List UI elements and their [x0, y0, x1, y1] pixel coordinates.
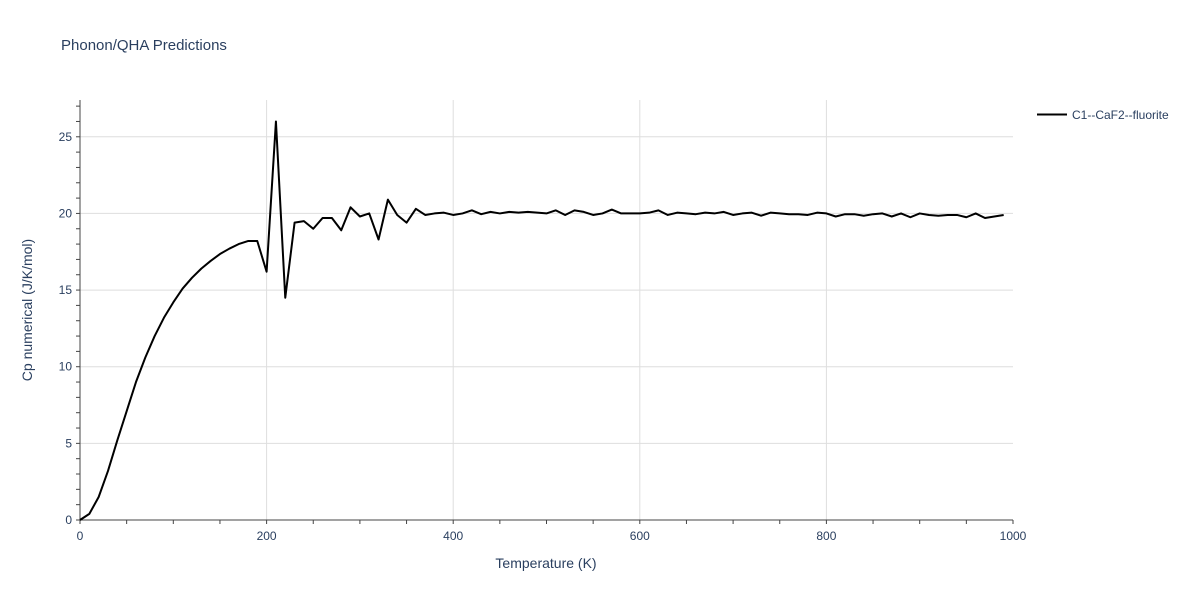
gridlines — [80, 100, 1013, 520]
x-tick-label: 0 — [77, 529, 84, 543]
x-tick-label: 200 — [257, 529, 277, 543]
y-tick-label: 25 — [59, 130, 73, 144]
x-tick-label: 800 — [816, 529, 836, 543]
tick-labels: 0 200 400 600 800 1000 0 5 10 15 20 25 — [59, 130, 1027, 543]
series-line — [79, 120, 1004, 521]
legend-label: C1--CaF2--fluorite — [1072, 108, 1169, 122]
y-tick-label: 20 — [59, 206, 73, 220]
y-tick-label: 15 — [59, 283, 73, 297]
y-tick-label: 0 — [65, 513, 72, 527]
y-axis-title: Cp numerical (J/K/mol) — [19, 239, 35, 381]
x-axis-title: Temperature (K) — [495, 555, 596, 571]
y-tick-label: 5 — [65, 436, 72, 450]
legend[interactable]: C1--CaF2--fluorite — [1037, 108, 1169, 122]
axes — [76, 100, 1014, 524]
y-tick-label: 10 — [59, 360, 73, 374]
chart-title: Phonon/QHA Predictions — [61, 37, 227, 54]
x-tick-label: 400 — [443, 529, 463, 543]
plot-area — [79, 120, 1004, 521]
x-tick-label: 1000 — [1000, 529, 1027, 543]
x-tick-label: 600 — [630, 529, 650, 543]
